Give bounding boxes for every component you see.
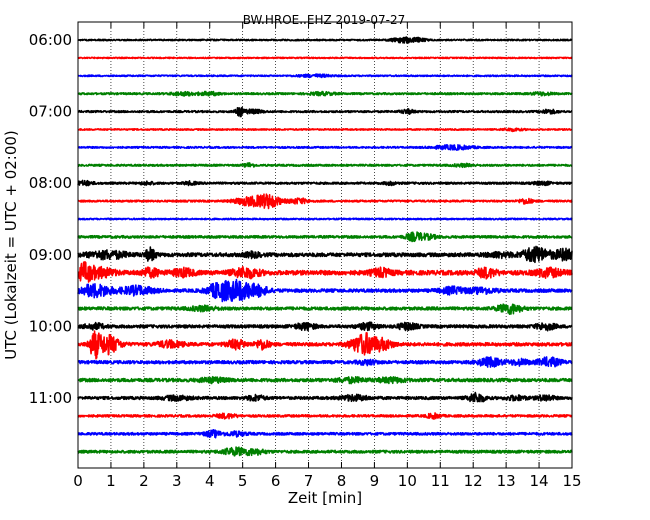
x-axis-label: Zeit [min]: [288, 489, 362, 507]
x-tick-label: 10: [398, 472, 417, 490]
x-tick-label: 3: [172, 472, 182, 490]
x-tick-label: 4: [205, 472, 215, 490]
axis-ticks: 0 1 2 3 4 5 6 7 8 9 10 11 12 13 14 1506:0007:0008:0009:…: [29, 22, 582, 490]
trace-line: [77, 217, 573, 221]
trace-line: [77, 179, 573, 187]
trace-line: [77, 391, 573, 403]
trace-line: [77, 106, 573, 118]
seismogram-traces: [77, 36, 573, 457]
trace-line: [77, 356, 573, 368]
x-tick-label: 5: [238, 472, 248, 490]
trace-line: [77, 412, 573, 420]
trace-line: [77, 36, 573, 44]
y-axis-label: UTC (Lokalzeit = UTC + 02:00): [2, 130, 20, 360]
trace-line: [77, 330, 573, 360]
x-tick-label: 8: [337, 472, 347, 490]
trace-line: [77, 375, 573, 385]
y-tick-label: 07:00: [29, 103, 72, 121]
trace-line: [77, 193, 573, 210]
trace-line: [77, 90, 573, 97]
trace-line: [77, 321, 573, 332]
trace-line: [77, 73, 573, 79]
x-tick-label: 11: [431, 472, 450, 490]
trace-line: [77, 162, 573, 169]
trace-line: [77, 303, 573, 315]
trace-line: [77, 56, 573, 60]
trace-line: [77, 127, 573, 133]
x-tick-label: 12: [464, 472, 483, 490]
x-tick-label: 7: [304, 472, 314, 490]
x-tick-label: 6: [271, 472, 281, 490]
trace-line: [77, 261, 573, 283]
x-tick-label: 14: [530, 472, 549, 490]
x-tick-label: 2: [139, 472, 149, 490]
y-tick-label: 11:00: [29, 389, 72, 407]
x-tick-label: 13: [497, 472, 516, 490]
trace-line: [77, 231, 573, 243]
trace-line: [77, 446, 573, 457]
trace-line: [77, 144, 573, 151]
x-tick-label: 9: [370, 472, 380, 490]
grid-lines: [110, 22, 540, 468]
trace-line: [77, 245, 573, 264]
chart-title: BW.HROE..EHZ 2019-07-27: [243, 13, 406, 27]
y-tick-label: 09:00: [29, 246, 72, 264]
plot-frame: [77, 21, 573, 469]
x-tick-label: 15: [562, 472, 581, 490]
y-tick-label: 06:00: [29, 31, 72, 49]
y-tick-label: 10:00: [29, 317, 72, 335]
x-tick-label: 1: [106, 472, 116, 490]
trace-line: [77, 428, 573, 439]
x-tick-label: 0: [73, 472, 83, 490]
y-tick-label: 08:00: [29, 174, 72, 192]
trace-line: [77, 278, 573, 303]
